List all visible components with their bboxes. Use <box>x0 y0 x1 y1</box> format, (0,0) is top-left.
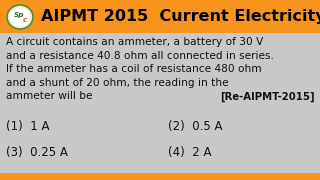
Text: and a shunt of 20 ohm, the reading in the: and a shunt of 20 ohm, the reading in th… <box>6 78 228 88</box>
Text: A circuit contains an ammeter, a battery of 30 V: A circuit contains an ammeter, a battery… <box>6 37 263 47</box>
Text: ammeter will be: ammeter will be <box>6 91 92 101</box>
Text: AIPMT 2015  Current Electricity: AIPMT 2015 Current Electricity <box>41 9 320 24</box>
Bar <box>0 173 320 180</box>
Text: (1)  1 A: (1) 1 A <box>6 120 50 133</box>
Text: (4)  2 A: (4) 2 A <box>168 146 212 159</box>
Bar <box>0 0 320 33</box>
Text: c: c <box>22 17 27 24</box>
Ellipse shape <box>7 5 33 29</box>
Text: Sp: Sp <box>14 12 24 19</box>
Text: (3)  0.25 A: (3) 0.25 A <box>6 146 68 159</box>
Text: (2)  0.5 A: (2) 0.5 A <box>168 120 222 133</box>
Ellipse shape <box>10 8 30 26</box>
Text: If the ammeter has a coil of resistance 480 ohm: If the ammeter has a coil of resistance … <box>6 64 262 74</box>
Text: and a resistance 40.8 ohm all connected in series.: and a resistance 40.8 ohm all connected … <box>6 51 274 61</box>
Text: [Re-AIPMT-2015]: [Re-AIPMT-2015] <box>220 91 315 102</box>
